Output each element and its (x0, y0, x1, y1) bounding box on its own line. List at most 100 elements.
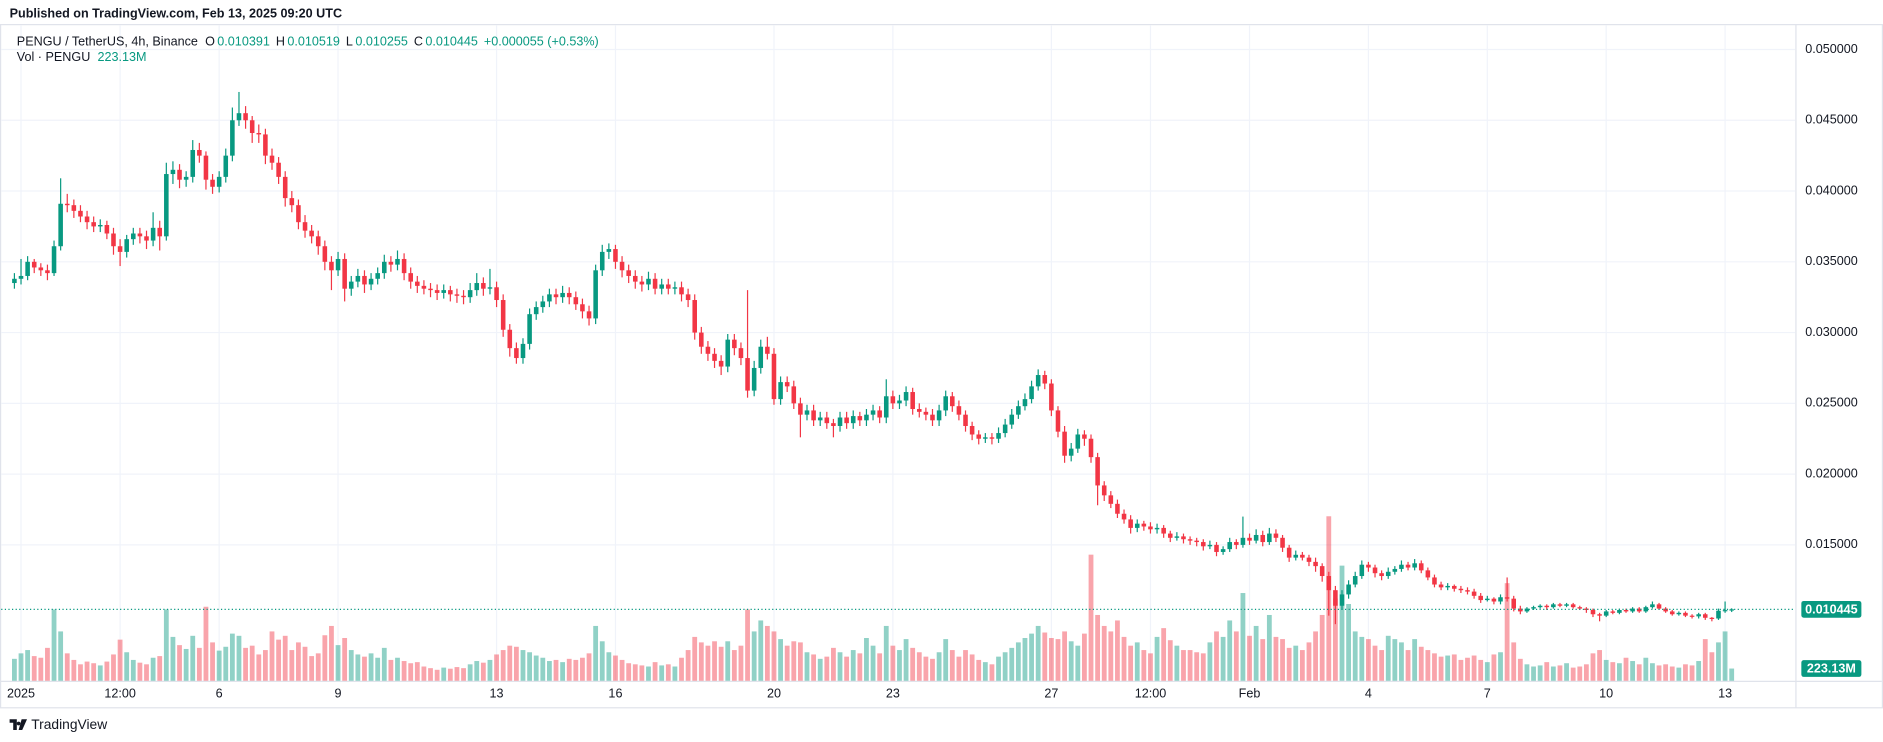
candle-body (659, 284, 664, 289)
volume-bar (547, 661, 552, 681)
candle-body (632, 275, 638, 282)
brand-name: TradingView (31, 717, 107, 732)
candle-body (236, 113, 242, 121)
candle-body (1128, 519, 1133, 528)
volume-bar (1663, 664, 1669, 681)
candle-body (1498, 597, 1503, 602)
candle-body (382, 261, 387, 274)
candle-body (1432, 577, 1437, 585)
volume-bar (996, 656, 1001, 681)
volume-tag (1801, 660, 1862, 677)
candle-body (1610, 611, 1616, 613)
volume-bar (302, 646, 308, 681)
volume-bar (1544, 662, 1550, 681)
volume-bar (1035, 625, 1041, 681)
volume-bar (1537, 665, 1543, 681)
volume-bar (1669, 666, 1675, 681)
volume-bar (1636, 664, 1642, 681)
volume-bar (930, 658, 935, 681)
volume-bar (652, 662, 658, 681)
candle-body (481, 283, 486, 289)
candle-body (1234, 542, 1239, 545)
candle-body (956, 406, 962, 415)
candle-body (395, 258, 400, 265)
candle-body (784, 382, 790, 387)
volume-bar (897, 650, 902, 681)
candle-body (315, 236, 321, 247)
candle-body (210, 179, 215, 187)
chart-frame (0, 24, 1883, 709)
volume-tag-label: 223.13M (1807, 661, 1856, 675)
candle-body (342, 258, 347, 289)
volume-bar (434, 669, 440, 681)
y-tick-label: 0.020000 (1805, 466, 1858, 480)
volume-bar (1260, 639, 1266, 681)
candle-body (78, 210, 83, 217)
candle-body (1154, 527, 1160, 530)
candle-body (976, 434, 982, 439)
candle-body (883, 396, 889, 418)
candle-body (223, 155, 229, 177)
candle-body (1531, 607, 1536, 609)
volume-bar (1286, 647, 1292, 681)
volume-bar (771, 631, 777, 681)
volume-bar (831, 647, 836, 681)
candle-body (705, 346, 711, 354)
legend-key: C (414, 34, 423, 48)
volume-bar (441, 667, 447, 681)
legend-value: 0.010445 (425, 34, 478, 48)
candle-body (1319, 566, 1325, 577)
y-tick-label: 0.030000 (1805, 325, 1858, 339)
candle-body (71, 205, 77, 211)
volume-bar (1630, 661, 1636, 681)
candle-body (1478, 595, 1483, 601)
candle-body (864, 414, 869, 421)
candle-body (1068, 448, 1074, 456)
legend-title: PENGU / TetherUS, 4h, Binance (17, 34, 198, 48)
candle-body (1214, 544, 1219, 552)
candle-body (1392, 568, 1398, 572)
volume-bar (784, 645, 790, 681)
volume-bar (38, 657, 44, 681)
candle-body (1537, 605, 1543, 608)
candle-body (533, 307, 539, 315)
candle-body (586, 311, 592, 319)
candle-body (1016, 406, 1021, 415)
volume-bar (560, 662, 566, 681)
legend-key: L (346, 34, 353, 48)
volume-bar (1696, 661, 1702, 681)
volume-bar (910, 647, 916, 681)
candle-body (1187, 539, 1193, 541)
candle-body (1306, 557, 1312, 562)
volume-bar (64, 653, 70, 681)
candle-body (1286, 547, 1292, 558)
candle-body (963, 414, 968, 426)
candle-body (494, 287, 499, 301)
volume-bar (1068, 641, 1074, 681)
candle-body (144, 236, 149, 241)
volume-bar (421, 666, 427, 681)
volume-bar (210, 642, 215, 681)
candle-body (415, 281, 420, 286)
last-price-label: 0.010445 (1805, 602, 1858, 616)
candle-body (203, 155, 209, 180)
y-tick-label: 0.050000 (1805, 42, 1858, 56)
candle-body (1260, 534, 1266, 543)
volume-bar (249, 645, 255, 681)
volume-bar (480, 662, 486, 681)
volume-bar (606, 652, 612, 681)
y-tick-label: 0.035000 (1805, 254, 1858, 268)
candle-body (1194, 540, 1199, 543)
candle-body (666, 284, 671, 289)
candle-body (1247, 537, 1252, 541)
candle-body (1075, 434, 1081, 449)
candle-body (296, 205, 301, 223)
volume-bar (586, 653, 592, 681)
volume-bar (388, 659, 394, 681)
volume-bar (474, 661, 480, 681)
candle-body (1002, 424, 1008, 434)
candle-body (269, 155, 275, 163)
candle-body (996, 433, 1001, 439)
candle-body (1551, 604, 1556, 608)
volume-bar (1650, 663, 1655, 681)
